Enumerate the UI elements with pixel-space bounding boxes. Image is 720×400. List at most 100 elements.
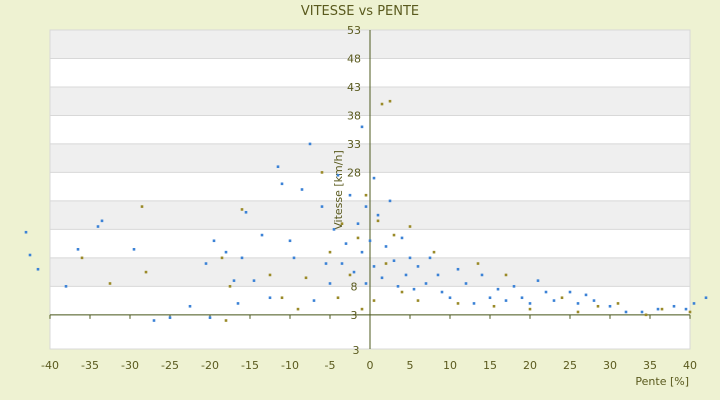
data-point xyxy=(388,199,392,203)
data-point xyxy=(212,239,216,243)
data-point xyxy=(344,242,348,245)
data-point xyxy=(504,299,508,302)
y-tick-label: 8 xyxy=(351,280,358,293)
data-point xyxy=(348,273,352,277)
y-tick-label: 3 xyxy=(351,309,358,322)
data-point xyxy=(560,296,564,300)
data-point xyxy=(408,225,412,228)
data-point xyxy=(456,267,460,271)
data-point xyxy=(592,299,596,302)
data-point xyxy=(596,304,600,308)
data-point xyxy=(204,262,208,265)
y-axis-title: Vitesse [km/h] xyxy=(332,150,345,230)
data-point xyxy=(280,182,284,186)
data-point xyxy=(132,248,136,251)
y-tick-label: 28 xyxy=(347,166,361,179)
x-tick-label: -10 xyxy=(281,359,299,372)
data-point xyxy=(320,205,324,208)
data-point xyxy=(292,256,296,260)
data-point xyxy=(432,250,436,254)
data-point xyxy=(404,273,408,277)
data-point xyxy=(244,210,248,214)
data-point xyxy=(324,262,328,265)
data-point xyxy=(144,270,148,274)
data-point xyxy=(536,279,540,282)
data-point xyxy=(100,219,104,223)
data-point xyxy=(568,290,572,294)
data-point xyxy=(412,287,416,291)
data-point xyxy=(448,296,452,300)
data-point xyxy=(488,296,492,300)
data-point xyxy=(24,230,28,234)
data-point xyxy=(140,205,144,208)
data-point xyxy=(528,302,532,305)
x-tick-label: 0 xyxy=(367,359,374,372)
data-point xyxy=(296,307,300,311)
data-point xyxy=(36,267,40,271)
data-point xyxy=(660,307,664,311)
data-point xyxy=(364,282,368,285)
x-tick-label: -35 xyxy=(81,359,99,372)
data-point xyxy=(372,176,376,180)
data-point xyxy=(672,304,676,308)
data-point xyxy=(28,253,32,257)
data-point xyxy=(384,245,388,248)
data-point xyxy=(340,222,344,225)
x-tick-label: 30 xyxy=(603,359,617,372)
data-point xyxy=(240,208,244,211)
data-point xyxy=(436,273,440,277)
data-point xyxy=(360,125,364,129)
x-tick-label: 20 xyxy=(523,359,537,372)
data-point xyxy=(280,296,284,300)
data-point xyxy=(360,307,364,311)
data-point xyxy=(656,307,660,311)
x-axis-title: Pente [%] xyxy=(635,375,689,388)
data-point xyxy=(576,310,580,314)
data-point xyxy=(576,302,580,305)
data-point xyxy=(496,287,500,291)
data-point xyxy=(464,282,468,285)
data-point xyxy=(688,310,692,314)
x-tick-label: 10 xyxy=(443,359,457,372)
data-point xyxy=(236,302,240,305)
x-tick-label: -5 xyxy=(325,359,336,372)
y-tick-label: 48 xyxy=(347,52,361,65)
data-point xyxy=(364,193,368,197)
plot-area xyxy=(49,29,691,350)
x-tick-label: -15 xyxy=(241,359,259,372)
data-point xyxy=(252,279,256,282)
x-tick-label: 40 xyxy=(683,359,697,372)
data-point xyxy=(644,313,648,317)
data-point xyxy=(240,256,244,260)
data-point xyxy=(80,256,84,260)
data-point xyxy=(380,102,384,106)
x-tick-label: -25 xyxy=(161,359,179,372)
data-point xyxy=(276,165,280,169)
data-point xyxy=(224,319,228,322)
data-point xyxy=(520,296,524,300)
y-axis-bottom-label: 3 xyxy=(353,344,360,357)
data-point xyxy=(188,304,192,308)
data-point xyxy=(288,239,292,243)
data-point xyxy=(228,285,232,288)
data-point xyxy=(584,293,588,297)
data-point xyxy=(300,188,304,191)
data-point xyxy=(428,256,432,260)
x-tick-label: 25 xyxy=(563,359,577,372)
data-point xyxy=(356,236,360,240)
data-point xyxy=(416,265,420,268)
data-point xyxy=(504,273,508,277)
data-point xyxy=(168,316,172,319)
chart-title: VITESSE vs PENTE xyxy=(301,4,419,19)
data-point xyxy=(220,256,224,260)
y-tick-label: 43 xyxy=(347,81,361,94)
data-point xyxy=(208,316,212,319)
data-point xyxy=(640,310,644,314)
data-point xyxy=(376,213,380,217)
data-point xyxy=(472,302,476,305)
data-point xyxy=(424,282,428,285)
x-tick-label: 5 xyxy=(407,359,414,372)
data-point xyxy=(692,302,696,305)
x-tick-label: 35 xyxy=(643,359,657,372)
data-point xyxy=(224,250,228,254)
